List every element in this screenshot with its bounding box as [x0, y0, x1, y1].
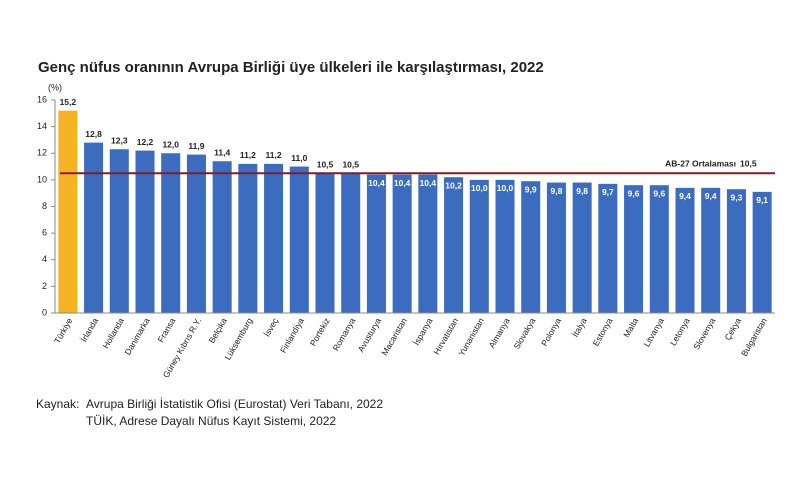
bar	[135, 150, 155, 313]
value-label: 10,0	[471, 183, 488, 193]
value-label: 12,3	[111, 136, 128, 146]
value-label: 11,9	[188, 141, 204, 151]
bar	[58, 110, 78, 314]
x-tick-label: Malta	[621, 316, 640, 339]
value-label: 15,2	[60, 97, 77, 107]
bar	[495, 179, 515, 313]
value-label: 9,6	[628, 188, 640, 198]
x-tick-label: Slovakya	[511, 316, 537, 351]
reference-label: AB-27 Ortalaması	[665, 158, 736, 168]
bar	[315, 173, 335, 313]
x-tick-label: Romanya	[331, 316, 358, 353]
x-tick-label: Hırvatistan	[431, 316, 460, 356]
bar	[366, 174, 386, 313]
x-tick-label: İspanya	[411, 316, 435, 347]
source-line: Avrupa Birliği İstatistik Ofisi (Eurosta…	[86, 397, 383, 411]
x-tick-label: Danimarka	[122, 316, 151, 357]
value-label: 10,0	[497, 183, 514, 193]
value-label: 12,8	[85, 129, 102, 139]
x-tick-label: Letonya	[668, 316, 692, 347]
bar	[598, 183, 618, 313]
y-tick-label: 12	[37, 148, 47, 158]
x-tick-label: Bulgaristan	[739, 316, 769, 358]
value-label: 9,1	[756, 195, 768, 205]
bar	[264, 163, 284, 313]
value-label: 9,4	[705, 191, 717, 201]
value-label: 12,0	[162, 140, 179, 150]
x-tick-label: Fransa	[156, 316, 178, 344]
x-tick-label: Belçika	[206, 316, 228, 345]
x-tick-label: Macaristan	[379, 316, 409, 357]
x-tick-label: İsveç	[262, 315, 281, 338]
x-tick-label: Hollanda	[101, 316, 127, 350]
y-tick-label: 2	[42, 281, 47, 291]
value-label: 9,6	[653, 188, 665, 198]
value-label: 10,4	[420, 178, 437, 188]
bar	[572, 182, 592, 313]
value-label: 10,4	[368, 178, 385, 188]
bar	[752, 191, 772, 313]
x-tick-label: Slovenya	[691, 316, 717, 352]
value-label: 9,4	[679, 191, 691, 201]
value-label: 9,7	[602, 187, 614, 197]
bar	[675, 187, 695, 313]
value-label: 11,4	[214, 147, 230, 157]
bar	[521, 181, 541, 313]
source-line: TÜİK, Adrese Dayalı Nüfus Kayıt Sistemi,…	[86, 414, 336, 428]
bar	[701, 187, 721, 313]
y-tick-label: 8	[42, 201, 47, 211]
y-tick-label: 0	[42, 307, 47, 317]
x-tick-label: İrlanda	[79, 316, 101, 344]
value-label: 9,9	[525, 184, 537, 194]
bar	[546, 182, 566, 313]
x-tick-label: Estonya	[591, 316, 615, 348]
x-tick-label: Türkiye	[52, 316, 75, 345]
x-tick-label: Çekya	[722, 316, 743, 342]
bar	[212, 161, 232, 313]
value-label: 10,5	[317, 159, 334, 169]
value-label: 11,0	[291, 153, 307, 163]
bar	[418, 174, 438, 313]
x-tick-label: İtalya	[570, 316, 589, 339]
bar	[186, 154, 206, 313]
y-tick-label: 4	[42, 254, 47, 264]
x-tick-label: Litvanya	[641, 316, 666, 349]
x-tick-label: Almanya	[486, 316, 511, 350]
value-label: 12,2	[137, 137, 154, 147]
y-tick-label: 6	[42, 228, 47, 238]
bar	[109, 149, 129, 313]
bar	[238, 163, 258, 313]
bar	[624, 185, 644, 313]
y-unit: (%)	[48, 82, 62, 92]
x-tick-label: Yunanistan	[456, 316, 486, 358]
y-tick-label: 14	[37, 121, 47, 131]
chart-title: Genç nüfus oranının Avrupa Birliği üye ü…	[38, 59, 544, 76]
value-label: 11,2	[240, 150, 256, 160]
bar	[392, 174, 412, 313]
bar	[161, 153, 181, 313]
bar	[289, 166, 309, 313]
value-label: 10,4	[394, 178, 411, 188]
value-label: 9,8	[576, 186, 588, 196]
x-tick-label: Polonya	[539, 316, 563, 348]
value-label: 10,5	[342, 159, 359, 169]
bar	[341, 173, 361, 313]
y-tick-label: 16	[37, 94, 47, 104]
bar	[84, 142, 104, 313]
bar	[469, 179, 489, 313]
bar	[649, 185, 669, 313]
bar	[726, 189, 746, 313]
reference-value: 10,5	[740, 158, 757, 168]
x-tick-label: Avusturya	[356, 316, 384, 354]
x-tick-label: Finlandiya	[278, 316, 306, 355]
source-prefix: Kaynak:	[36, 397, 79, 411]
value-label: 11,2	[266, 150, 282, 160]
value-label: 10,2	[445, 180, 462, 190]
bar	[444, 177, 464, 313]
value-label: 9,3	[731, 192, 743, 202]
x-tick-label: Portekiz	[308, 316, 332, 348]
value-label: 9,8	[551, 186, 563, 196]
y-tick-label: 10	[37, 174, 47, 184]
